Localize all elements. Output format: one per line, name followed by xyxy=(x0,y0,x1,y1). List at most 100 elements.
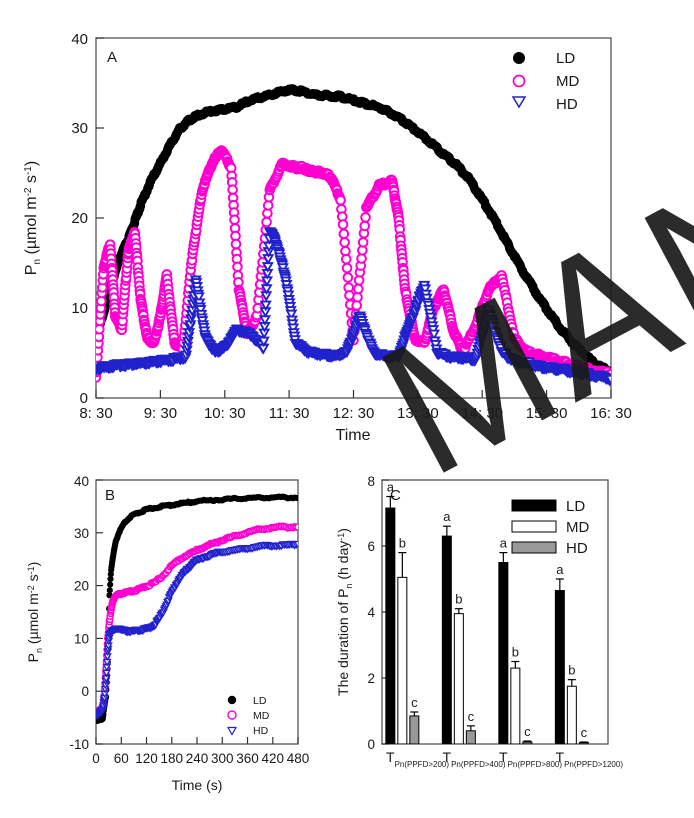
panel-b-ytick-30: 30 xyxy=(74,526,89,541)
panel-c-bars: a b c a b c a b c a b c xyxy=(385,480,589,744)
panel-a-label: A xyxy=(107,49,117,66)
panel-c-category-1: TPn(PPFD>400) xyxy=(443,749,506,769)
panel-b-legend-md: MD xyxy=(253,710,270,722)
legend-marker-md-icon xyxy=(512,74,526,88)
panel-c-legend-hd: HD xyxy=(566,540,588,557)
panel-a-ylabel: Pn (µmol m-2 s-1) xyxy=(23,161,43,275)
bar-hd-1: c xyxy=(465,709,476,744)
bar-ld-0: a xyxy=(385,480,396,744)
panel-a-xtick-4: 12: 30 xyxy=(333,405,375,422)
panel-a-xtick-1: 9: 30 xyxy=(144,405,177,422)
panel-a-xlabel: Time xyxy=(336,427,371,444)
panel-a-xtick-6: 14: 30 xyxy=(461,405,503,422)
panel-c-ytick-8: 8 xyxy=(367,474,375,489)
panel-b: B -10 0 10 20 30 40 Pn (µm xyxy=(25,474,309,793)
panel-c-legend-ld: LD xyxy=(566,498,585,515)
panel-a: A 0 10 20 30 40 Pn (µmol m-2 s- xyxy=(23,31,632,444)
svg-text:The duration of Pn (h day-1): The duration of Pn (h day-1) xyxy=(335,528,354,696)
panel-a-xtick-0: 8: 30 xyxy=(79,405,112,422)
panel-b-series-hd xyxy=(96,540,298,720)
panel-c-ytick-4: 4 xyxy=(367,605,375,620)
sig-letter-hd-2: c xyxy=(524,724,531,739)
panel-c-category-2: TPn(PPFD>800) xyxy=(499,749,562,769)
legend-c-swatch-hd-icon xyxy=(511,541,557,554)
legend-b-marker-hd-icon xyxy=(226,726,238,736)
panel-a-xtick-7: 15: 30 xyxy=(526,405,568,422)
svg-text:Pn (µmol m-2 s-1): Pn (µmol m-2 s-1) xyxy=(25,562,44,663)
panel-b-xtick-300: 300 xyxy=(211,751,234,766)
panel-b-xtick-120: 120 xyxy=(135,751,158,766)
bar-ld-2: a xyxy=(498,536,509,744)
legend-c-swatch-ld-icon xyxy=(511,499,557,512)
sig-letter-ld-0: a xyxy=(387,480,395,495)
panel-a-ytick-0: 0 xyxy=(80,390,88,407)
panel-a-x-axis: 8: 30 9: 30 10: 30 11: 30 12: 30 13: 30 … xyxy=(79,390,632,444)
bar-md-3: b xyxy=(566,663,577,744)
bar-md-1: b xyxy=(453,592,464,744)
panel-b-frame xyxy=(95,479,299,745)
bar-ld-3: a xyxy=(554,562,565,744)
panel-b-ylabel: Pn (µmol m-2 s-1) xyxy=(25,562,44,663)
panel-a-y-axis: 0 10 20 30 40 xyxy=(71,31,104,407)
panel-c-category-labels: TPn(PPFD>200)TPn(PPFD>400)TPn(PPFD>800)T… xyxy=(386,749,623,769)
panel-b-y-axis: -10 0 10 20 30 40 xyxy=(69,474,103,752)
panel-b-xlabel: Time (s) xyxy=(172,777,223,793)
panel-c-legend-md: MD xyxy=(566,519,589,536)
panel-a-ytick-40: 40 xyxy=(71,31,88,48)
legend-marker-hd-icon xyxy=(511,96,527,109)
panel-c-ylabel: The duration of Pn (h day-1) xyxy=(335,528,354,696)
panel-a-legend: LD MD HD xyxy=(511,50,579,113)
panel-a-legend-ld: LD xyxy=(556,50,575,67)
panel-a-data xyxy=(96,84,611,387)
panel-b-data xyxy=(96,493,298,724)
panel-a-legend-md: MD xyxy=(556,73,579,90)
panel-c-category-0: TPn(PPFD>200) xyxy=(386,749,449,769)
panel-b-ytick-10: 10 xyxy=(74,631,89,646)
panel-b-ytick-40: 40 xyxy=(74,474,89,489)
legend-b-marker-md-icon xyxy=(227,710,237,720)
panel-a-ytick-30: 30 xyxy=(71,120,88,137)
panel-a-xtick-5: 13: 30 xyxy=(397,405,439,422)
panel-b-legend: LD MD HD xyxy=(226,695,270,737)
panel-a-ytick-10: 10 xyxy=(71,300,88,317)
svg-text:Pn (µmol m-2 s-1): Pn (µmol m-2 s-1) xyxy=(23,161,43,275)
panel-b-ytick-0: 0 xyxy=(81,684,89,699)
sig-letter-md-3: b xyxy=(568,663,575,678)
panel-c-ytick-0: 0 xyxy=(367,737,375,752)
sig-letter-hd-1: c xyxy=(468,709,475,724)
bar-md-0: b xyxy=(397,536,408,744)
panel-b-xtick-60: 60 xyxy=(114,751,129,766)
bar-hd-0: c xyxy=(409,695,420,744)
legend-marker-ld-icon xyxy=(513,52,525,64)
panel-c: C 0 2 4 6 8 The duration of Pn (h day-1) xyxy=(335,474,623,769)
panel-a-xtick-3: 11: 30 xyxy=(269,405,310,422)
panel-b-xtick-0: 0 xyxy=(92,751,100,766)
panel-a-ytick-20: 20 xyxy=(71,210,88,227)
panel-a-legend-hd: HD xyxy=(556,96,578,113)
legend-c-swatch-md-icon xyxy=(511,520,557,533)
sig-letter-md-0: b xyxy=(399,536,406,551)
panel-b-xtick-420: 420 xyxy=(262,751,285,766)
sig-letter-md-1: b xyxy=(455,592,462,607)
panel-c-ytick-6: 6 xyxy=(367,539,375,554)
panel-b-legend-ld: LD xyxy=(253,695,267,707)
bar-md-2: b xyxy=(510,645,521,744)
panel-b-xtick-180: 180 xyxy=(161,751,184,766)
panel-c-label: C xyxy=(390,487,401,504)
panel-a-xtick-8: 16: 30 xyxy=(590,405,632,422)
legend-b-marker-ld-icon xyxy=(227,695,237,705)
sig-letter-hd-3: c xyxy=(581,725,588,740)
panel-b-x-axis: 0 60 120 180 240 300 360 420 480 Time (s… xyxy=(92,737,309,793)
panel-a-xtick-2: 10: 30 xyxy=(204,405,246,422)
panel-b-ytick-20: 20 xyxy=(74,579,89,594)
sig-letter-ld-2: a xyxy=(500,536,508,551)
sig-letter-hd-0: c xyxy=(411,695,418,710)
panel-c-legend: LD MD HD xyxy=(511,498,589,557)
panel-c-ytick-2: 2 xyxy=(367,671,375,686)
panel-b-ytick--10: -10 xyxy=(69,737,89,752)
panel-b-legend-hd: HD xyxy=(253,725,269,737)
panel-b-xtick-360: 360 xyxy=(236,751,259,766)
sig-letter-md-2: b xyxy=(512,645,519,660)
bar-hd-2: c xyxy=(522,724,533,744)
